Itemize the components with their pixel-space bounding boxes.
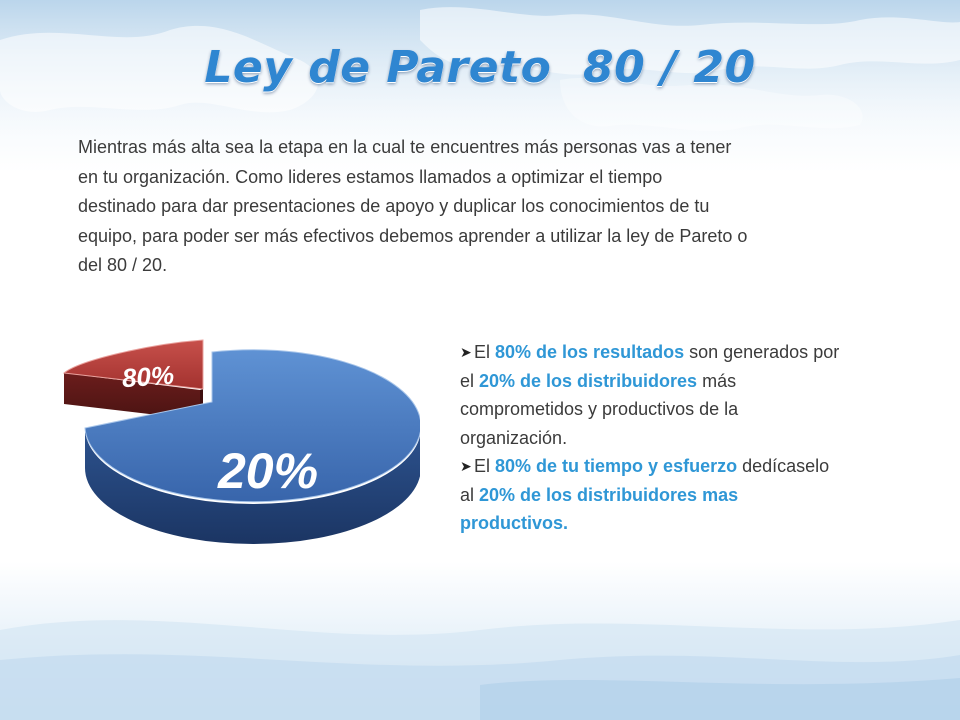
- highlight-text: 20% de los distribuidores mas: [479, 484, 739, 505]
- world-map-background: [0, 0, 960, 150]
- highlight-text: 80% de los resultados: [495, 342, 685, 362]
- pie-slice-large: [84, 349, 420, 503]
- pareto-pie-graphic: 80% 20%: [62, 339, 420, 544]
- pie-slice-small: [62, 339, 204, 390]
- bullet-list: ➤ El 80% de los resultados son generados …: [460, 338, 910, 538]
- pie-slice-large-side: [85, 428, 420, 544]
- pie-slice-small-side: [64, 373, 200, 420]
- arrow-bullet-icon: ➤: [460, 458, 472, 474]
- intro-line: Mientras más alta sea la etapa en la cua…: [78, 137, 732, 157]
- pie-label-large: 20%: [217, 443, 318, 499]
- intro-paragraph: Mientras más alta sea la etapa en la cua…: [78, 133, 888, 281]
- intro-line: en tu organización. Como lideres estamos…: [78, 166, 663, 187]
- slide-title: Ley de Pareto 80 / 20: [204, 42, 756, 93]
- intro-line: destinado para dar presentaciones de apo…: [78, 196, 710, 216]
- pie-label-small: 80%: [121, 360, 175, 394]
- arrow-bullet-icon: ➤: [460, 344, 472, 360]
- intro-line: del 80 / 20.: [78, 255, 168, 275]
- highlight-text: 20% de los distribuidores: [479, 370, 698, 391]
- highlight-text: productivos.: [460, 513, 569, 533]
- intro-line: equipo, para poder ser más efectivos deb…: [78, 225, 748, 246]
- bullet-item: ➤ El 80% de tu tiempo y esfuerzo dedícase…: [460, 452, 910, 538]
- bullet-item: ➤ El 80% de los resultados son generados …: [460, 338, 910, 452]
- bottom-decoration: [0, 620, 960, 720]
- highlight-text: 80% de tu tiempo y esfuerzo: [495, 456, 738, 476]
